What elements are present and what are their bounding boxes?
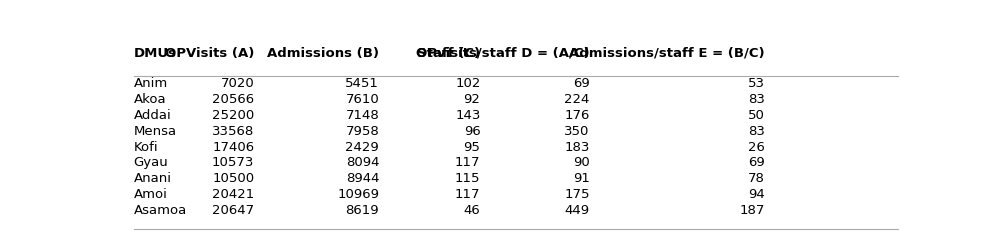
- Text: 83: 83: [748, 93, 765, 106]
- Text: 117: 117: [455, 156, 481, 169]
- Text: 449: 449: [564, 204, 590, 217]
- Text: 94: 94: [748, 188, 765, 201]
- Text: 53: 53: [748, 78, 765, 90]
- Text: 20566: 20566: [212, 93, 255, 106]
- Text: 102: 102: [455, 78, 481, 90]
- Text: 92: 92: [464, 93, 481, 106]
- Text: 95: 95: [464, 140, 481, 153]
- Text: Akoa: Akoa: [134, 93, 166, 106]
- Text: Gyau: Gyau: [134, 156, 168, 169]
- Text: Admissions (B): Admissions (B): [268, 46, 379, 60]
- Text: Mensa: Mensa: [134, 125, 177, 138]
- Text: Kofi: Kofi: [134, 140, 158, 153]
- Text: 2429: 2429: [345, 140, 379, 153]
- Text: 8619: 8619: [345, 204, 379, 217]
- Text: 90: 90: [572, 156, 590, 169]
- Text: 7020: 7020: [220, 78, 255, 90]
- Text: Asamoa: Asamoa: [134, 204, 187, 217]
- Text: 8944: 8944: [346, 172, 379, 185]
- Text: 183: 183: [564, 140, 590, 153]
- Text: OPVisits (A): OPVisits (A): [165, 46, 255, 60]
- Text: 46: 46: [464, 204, 481, 217]
- Text: 83: 83: [748, 125, 765, 138]
- Text: 7610: 7610: [345, 93, 379, 106]
- Text: 69: 69: [572, 78, 590, 90]
- Text: Staff (C): Staff (C): [417, 46, 481, 60]
- Text: Amoi: Amoi: [134, 188, 167, 201]
- Text: 143: 143: [455, 109, 481, 122]
- Text: 175: 175: [564, 188, 590, 201]
- Text: 78: 78: [748, 172, 765, 185]
- Text: 10573: 10573: [212, 156, 255, 169]
- Text: 8094: 8094: [346, 156, 379, 169]
- Text: 10969: 10969: [337, 188, 379, 201]
- Text: 50: 50: [748, 109, 765, 122]
- Text: Anim: Anim: [134, 78, 168, 90]
- Text: 5451: 5451: [345, 78, 379, 90]
- Text: OPvisits/staff D = (A/C): OPvisits/staff D = (A/C): [416, 46, 590, 60]
- Text: 7958: 7958: [345, 125, 379, 138]
- Text: 115: 115: [455, 172, 481, 185]
- Text: 20421: 20421: [212, 188, 255, 201]
- Text: 26: 26: [748, 140, 765, 153]
- Text: 7148: 7148: [345, 109, 379, 122]
- Text: 25200: 25200: [212, 109, 255, 122]
- Text: DMUs: DMUs: [134, 46, 176, 60]
- Text: 10500: 10500: [212, 172, 255, 185]
- Text: 20647: 20647: [212, 204, 255, 217]
- Text: 96: 96: [464, 125, 481, 138]
- Text: 33568: 33568: [212, 125, 255, 138]
- Text: 91: 91: [572, 172, 590, 185]
- Text: Admissions/staff E = (B/C): Admissions/staff E = (B/C): [569, 46, 765, 60]
- Text: 224: 224: [564, 93, 590, 106]
- Text: 69: 69: [748, 156, 765, 169]
- Text: 117: 117: [455, 188, 481, 201]
- Text: Anani: Anani: [134, 172, 172, 185]
- Text: 350: 350: [564, 125, 590, 138]
- Text: Addai: Addai: [134, 109, 171, 122]
- Text: 187: 187: [739, 204, 765, 217]
- Text: 17406: 17406: [212, 140, 255, 153]
- Text: 176: 176: [564, 109, 590, 122]
